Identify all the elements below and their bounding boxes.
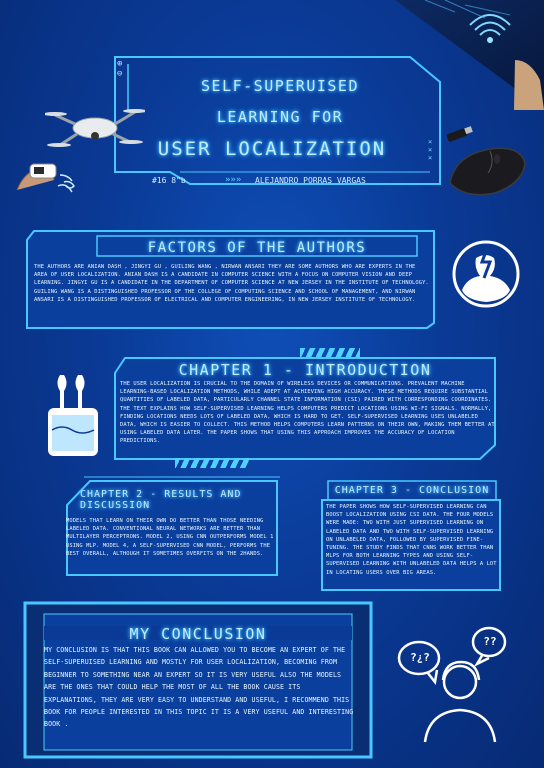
- computer-mouse-icon: [445, 145, 530, 197]
- minus-circle-icon: ⊖: [117, 69, 123, 79]
- author-name: Alejandro Porras Vargas: [255, 176, 366, 185]
- chapter3-text: The paper shows how self-supervised lear…: [326, 504, 497, 576]
- my-conclusion-panel: My Conclusion My conclusion is that this…: [22, 600, 374, 760]
- chapter1-heading: Chapter 1 - Introduction: [178, 361, 432, 379]
- meta-number: #16 8"b: [152, 176, 186, 185]
- drone-icon: [43, 100, 147, 160]
- title-panel: ⊕ ⊖ Self-superuised learning for user lo…: [110, 52, 445, 190]
- stripe-decor-2: [175, 458, 250, 468]
- title-line-2: learning for: [216, 108, 344, 126]
- x-marks-icon: × × ×: [428, 138, 433, 162]
- stripe-decor-1: [300, 348, 360, 358]
- bubble-right-text: ??: [483, 635, 497, 648]
- factors-panel: Factors of the Authors The authors are A…: [22, 228, 444, 330]
- remote-controller-icon: [12, 150, 97, 195]
- meta-arrows: »»»: [225, 175, 242, 185]
- title-frame: [114, 56, 441, 185]
- chapter2-heading: Chapter 2 - Results and Discussion: [80, 489, 242, 511]
- factors-heading: Factors of the Authors: [147, 240, 367, 256]
- earbuds-icon: [40, 370, 110, 460]
- thinking-person-icon: ?¿? ??: [395, 620, 525, 750]
- usb-drive-icon: [445, 125, 475, 145]
- wifi-hand-icon: [395, 0, 544, 110]
- chapter2-panel: Chapter 2 - Results and Discussion Model…: [62, 475, 284, 583]
- chapter3-panel: Chapter 3 - Conclusion The paper shows h…: [318, 478, 504, 596]
- factors-text: The authors are Anian Dash , Jingyi gu ,…: [34, 264, 429, 303]
- chapter3-frame: [321, 480, 501, 591]
- chapter3-heading: Chapter 3 - Conclusion: [334, 485, 490, 496]
- factors-frame: [26, 230, 435, 329]
- plus-circle-icon: ⊕: [117, 59, 123, 69]
- chapter2-frame: [66, 476, 280, 576]
- electrician-icon: [452, 240, 520, 308]
- my-conclusion-heading: My Conclusion: [129, 625, 267, 643]
- my-conclusion-frame: [23, 601, 373, 759]
- my-conclusion-text: My conclusion is that this book can allo…: [44, 646, 354, 729]
- bubble-left-text: ?¿?: [410, 651, 430, 664]
- title-line-3: user localization: [157, 138, 387, 160]
- chapter2-text: Models that learn on their own do better…: [66, 518, 274, 557]
- title-line-1: Self-superuised: [201, 77, 359, 95]
- chapter1-frame: [114, 357, 496, 460]
- chapter1-panel: Chapter 1 - Introduction The user locali…: [110, 355, 502, 463]
- chapter1-text: The user localization is crucial to the …: [120, 381, 495, 445]
